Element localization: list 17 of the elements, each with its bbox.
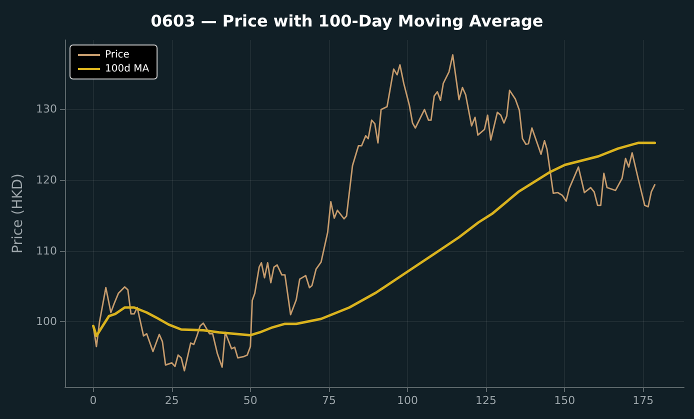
x-tick-label: 175 [632,394,654,407]
x-tick-label: 25 [164,394,179,407]
x-tick-label: 50 [243,394,258,407]
x-tick-label: 100 [396,394,418,407]
y-tick-label: 110 [36,244,57,258]
y-axis-title: Price (HKD) [10,173,26,254]
y-tick-label: 100 [36,315,57,328]
y-tick-label: 120 [36,173,57,186]
x-tick-label: 75 [322,394,336,407]
x-tick-label: 125 [476,394,497,407]
x-tick-label: 0 [90,394,97,407]
x-tick-label: 150 [554,394,576,407]
legend-label: Price [105,50,130,60]
y-tick-label: 130 [36,102,57,116]
legend-label: 100d MA [105,64,150,74]
line-series [92,142,656,338]
chart-title: 0603 — Price with 100-Day Moving Average [150,12,544,30]
